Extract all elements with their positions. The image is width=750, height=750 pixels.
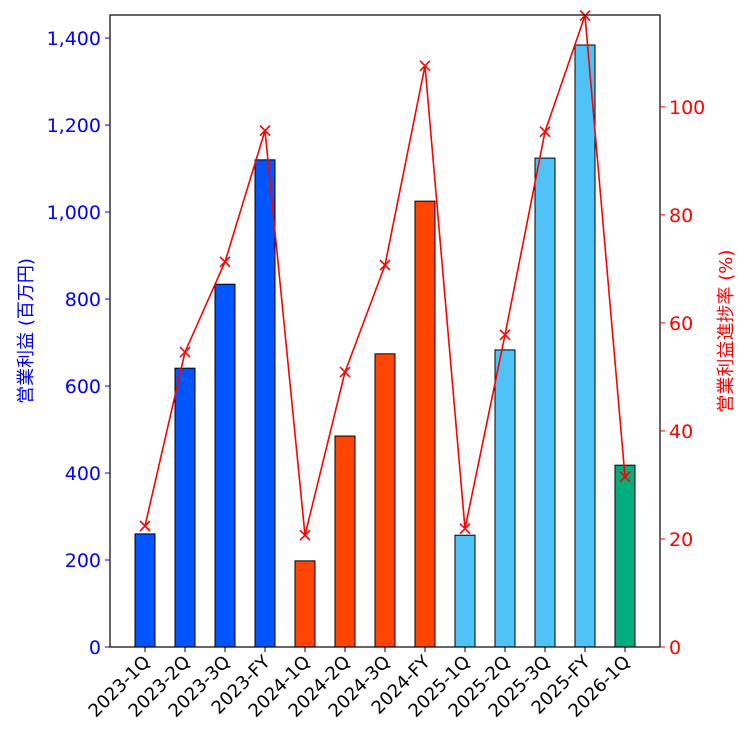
progress-marker-2024-FY — [419, 60, 431, 72]
progress-marker-2024-1Q — [299, 529, 311, 541]
left-tick-label: 800 — [65, 289, 101, 311]
left-tick-label: 1,200 — [47, 115, 101, 137]
bar-2026-1Q — [614, 464, 636, 648]
left-tick-label: 0 — [89, 637, 101, 659]
progress-marker-2023-FY — [259, 125, 271, 137]
progress-marker-2025-3Q — [539, 126, 551, 138]
left-tick-label: 400 — [65, 463, 101, 485]
bar-2025-2Q — [494, 349, 516, 648]
progress-marker-2023-2Q — [179, 346, 191, 358]
bar-2023-FY — [254, 159, 276, 648]
right-axis-label: 営業利益進捗率 (%) — [716, 250, 737, 413]
right-tick-label: 40 — [669, 421, 693, 443]
bar-2025-1Q — [454, 534, 476, 648]
bar-2025-3Q — [534, 157, 556, 648]
bar-2023-1Q — [134, 533, 156, 648]
bar-2023-3Q — [214, 283, 236, 648]
left-tick-label: 600 — [65, 376, 101, 398]
progress-marker-2023-1Q — [139, 520, 151, 532]
right-tick-label: 0 — [669, 637, 681, 659]
left-tick-label: 200 — [65, 550, 101, 572]
progress-marker-2025-1Q — [459, 523, 471, 535]
progress-marker-2025-2Q — [499, 329, 511, 341]
right-tick-label: 100 — [669, 97, 705, 119]
bar-2023-2Q — [174, 367, 196, 648]
bar-2024-2Q — [334, 435, 356, 648]
right-tick-label: 60 — [669, 313, 693, 335]
left-axis-label: 営業利益 (百万円) — [16, 258, 37, 404]
left-tick-label: 1,000 — [47, 202, 101, 224]
progress-marker-2024-3Q — [379, 259, 391, 271]
right-tick-label: 20 — [669, 529, 693, 551]
right-tick-label: 80 — [669, 205, 693, 227]
left-tick-label: 1,400 — [47, 28, 101, 50]
progress-marker-2026-1Q — [619, 471, 631, 483]
bar-2024-1Q — [294, 560, 316, 648]
progress-marker-2024-2Q — [339, 366, 351, 378]
bar-2024-3Q — [374, 353, 396, 648]
bar-2024-FY — [414, 200, 436, 648]
progress-marker-2023-3Q — [219, 256, 231, 268]
bar-2025-FY — [574, 44, 596, 648]
